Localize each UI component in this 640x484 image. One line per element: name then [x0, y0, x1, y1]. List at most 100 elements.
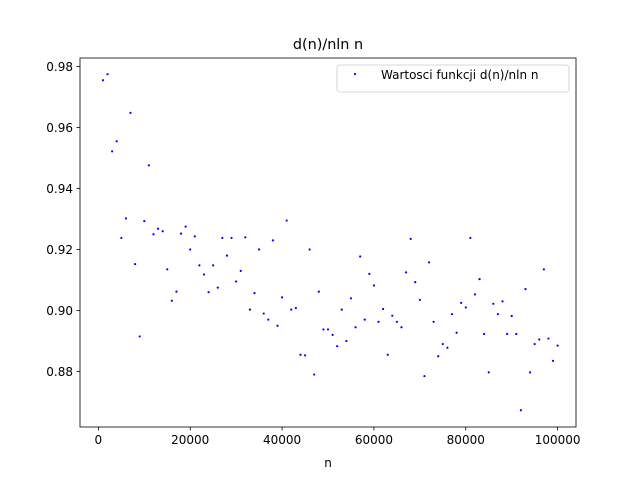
data-point	[262, 312, 265, 315]
data-point	[345, 339, 348, 343]
data-point	[437, 355, 440, 358]
data-point	[294, 306, 297, 310]
data-point	[469, 236, 472, 240]
data-point	[248, 308, 252, 311]
data-point	[235, 280, 238, 283]
data-point	[280, 296, 284, 299]
legend-marker	[353, 72, 357, 76]
chart-title: d(n)/nln n	[293, 37, 363, 53]
data-point	[336, 345, 339, 348]
plot-frame	[79, 57, 577, 428]
data-point	[138, 335, 141, 338]
data-point	[404, 271, 408, 274]
data-point	[161, 230, 164, 233]
x-axis-label: n	[324, 456, 332, 470]
data-point	[313, 373, 316, 376]
legend-label: Wartosci funkcji d(n)/nln n	[381, 68, 539, 82]
data-point	[230, 236, 233, 240]
data-point	[331, 333, 334, 337]
data-point	[129, 111, 132, 114]
data-point	[478, 277, 481, 281]
data-point	[253, 292, 256, 295]
data-point	[202, 273, 206, 276]
data-point	[120, 236, 123, 240]
data-point	[519, 409, 522, 412]
data-point	[308, 248, 311, 251]
data-point	[414, 281, 417, 284]
data-point	[524, 288, 527, 291]
data-point	[166, 268, 169, 271]
data-point	[115, 140, 118, 143]
data-point	[455, 331, 458, 334]
data-point	[216, 286, 219, 289]
data-point	[372, 284, 376, 287]
x-tick-label: 60000	[355, 433, 393, 447]
data-point	[542, 268, 545, 271]
data-point	[464, 306, 467, 309]
data-point	[285, 219, 288, 222]
data-point	[473, 293, 477, 296]
data-point	[147, 164, 150, 167]
data-point	[317, 290, 320, 293]
data-point	[179, 232, 183, 235]
data-point	[547, 337, 550, 340]
data-point	[170, 299, 173, 302]
data-point	[492, 302, 495, 305]
data-point	[225, 254, 229, 257]
data-point	[354, 326, 357, 329]
x-tick-label: 80000	[447, 433, 485, 447]
data-point	[423, 374, 426, 378]
x-tick-label: 20000	[171, 433, 209, 447]
data-point	[271, 239, 274, 242]
data-point	[184, 225, 187, 228]
data-point	[101, 79, 105, 82]
data-point	[515, 332, 518, 336]
data-point	[106, 73, 109, 76]
x-tick-label: 40000	[263, 433, 301, 447]
y-tick-label: 0.98	[46, 60, 73, 74]
y-tick-label: 0.88	[46, 365, 73, 379]
data-point	[221, 236, 224, 240]
data-points	[101, 73, 559, 412]
data-point	[326, 328, 330, 331]
data-point	[377, 320, 380, 323]
data-point	[386, 353, 389, 356]
data-point	[395, 320, 398, 323]
data-point	[363, 318, 366, 321]
data-point	[322, 328, 325, 331]
data-point	[409, 237, 412, 240]
data-point	[382, 307, 385, 311]
x-tick-label: 0	[95, 433, 103, 447]
data-point	[267, 318, 270, 321]
data-point	[198, 264, 201, 267]
data-point	[450, 313, 454, 316]
data-point	[483, 332, 486, 336]
data-point	[175, 290, 178, 293]
data-point	[506, 332, 509, 336]
data-point	[207, 291, 210, 294]
y-tick-label: 0.96	[46, 121, 73, 135]
data-point	[368, 272, 371, 276]
data-point	[427, 261, 431, 264]
data-point	[556, 344, 559, 347]
y-tick-label: 0.92	[46, 243, 73, 257]
data-point	[193, 235, 196, 238]
data-point	[212, 264, 215, 267]
data-point	[441, 342, 444, 346]
data-point	[303, 354, 307, 357]
data-point	[533, 342, 536, 346]
data-point	[239, 269, 242, 272]
data-point	[258, 248, 261, 251]
y-axis-ticks: 0.88 0.90 0.92 0.94 0.96 0.98	[46, 60, 80, 379]
data-point	[501, 300, 504, 303]
data-point	[496, 313, 500, 316]
data-point	[418, 298, 421, 301]
data-point	[152, 233, 155, 236]
data-point	[446, 346, 449, 349]
data-point	[156, 227, 160, 230]
data-point	[359, 255, 362, 258]
data-point	[487, 371, 490, 374]
data-point	[290, 308, 293, 311]
data-point	[124, 217, 128, 220]
